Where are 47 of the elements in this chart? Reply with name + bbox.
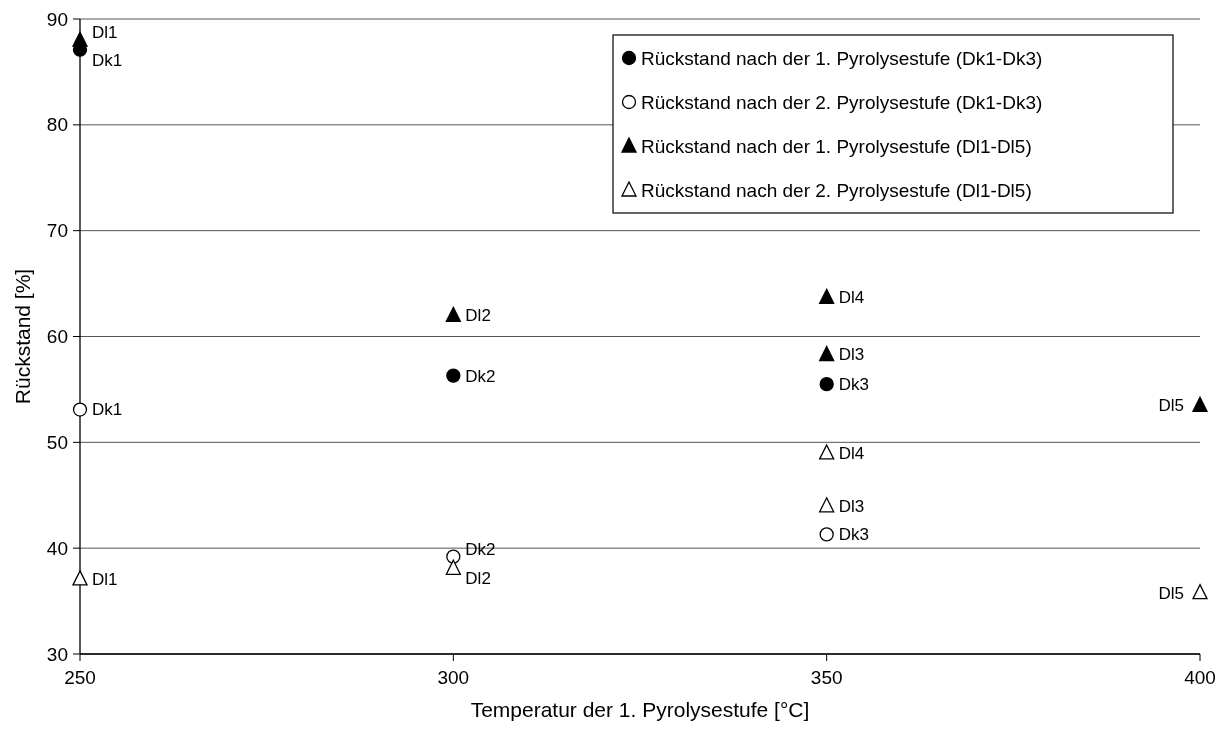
y-axis-title: Rückstand [%] bbox=[11, 268, 34, 405]
point bbox=[72, 31, 88, 47]
annotation: Dl1 bbox=[92, 23, 118, 43]
y-tick-label: 40 bbox=[46, 537, 68, 559]
annotation: Dl5 bbox=[1158, 583, 1184, 603]
point bbox=[819, 527, 834, 542]
annotation: Dk2 bbox=[465, 539, 496, 559]
point bbox=[819, 288, 835, 304]
x-tick-label: 350 bbox=[810, 667, 843, 688]
annotation: Dl1 bbox=[92, 569, 118, 589]
point bbox=[445, 559, 461, 575]
point bbox=[72, 402, 88, 417]
annotation: Dk1 bbox=[92, 400, 123, 420]
y-tick-label: 50 bbox=[46, 431, 68, 453]
legend-label: Rückstand nach der 1. Pyrolysestufe (Dk1-Dk3) bbox=[641, 47, 1043, 69]
legend-label: Rückstand nach der 2. Pyrolysestufe (Dk1-Dk3) bbox=[641, 91, 1043, 113]
point bbox=[819, 444, 835, 460]
annotation: Dk3 bbox=[838, 525, 869, 545]
y-tick-label: 60 bbox=[46, 326, 68, 348]
x-axis-title: Temperatur der 1. Pyrolysestufe [°C] bbox=[470, 698, 810, 721]
y-tick-label: 90 bbox=[46, 8, 68, 30]
legend-label: Rückstand nach der 1. Pyrolysestufe (Dl1-Dl5) bbox=[641, 135, 1032, 157]
point bbox=[1192, 396, 1208, 412]
annotation: Dl3 bbox=[838, 496, 865, 516]
point bbox=[445, 306, 461, 322]
annotation: Dl5 bbox=[1158, 396, 1184, 416]
point bbox=[819, 497, 835, 513]
point bbox=[819, 345, 835, 362]
annotation: Dl2 bbox=[465, 569, 491, 589]
point bbox=[819, 376, 834, 392]
annotation: Dl2 bbox=[465, 306, 491, 326]
annotation: Dl3 bbox=[838, 345, 865, 365]
legend-label: Rückstand nach der 2. Pyrolysestufe (Dl1-Dl5) bbox=[641, 179, 1032, 201]
point bbox=[72, 570, 88, 586]
y-tick-label: 30 bbox=[46, 643, 68, 665]
x-tick-label: 250 bbox=[64, 667, 96, 688]
annotation: Dl4 bbox=[838, 443, 865, 463]
annotation: Dk3 bbox=[838, 375, 869, 395]
annotation: Dk2 bbox=[465, 366, 496, 386]
y-tick-label: 70 bbox=[46, 220, 68, 242]
annotation: Dl4 bbox=[838, 288, 865, 308]
x-tick-label: 300 bbox=[437, 667, 470, 688]
x-tick-label: 400 bbox=[1184, 667, 1216, 688]
y-tick-label: 80 bbox=[46, 114, 68, 136]
annotation: Dk1 bbox=[92, 50, 123, 70]
point bbox=[446, 368, 461, 383]
point bbox=[1192, 583, 1208, 600]
